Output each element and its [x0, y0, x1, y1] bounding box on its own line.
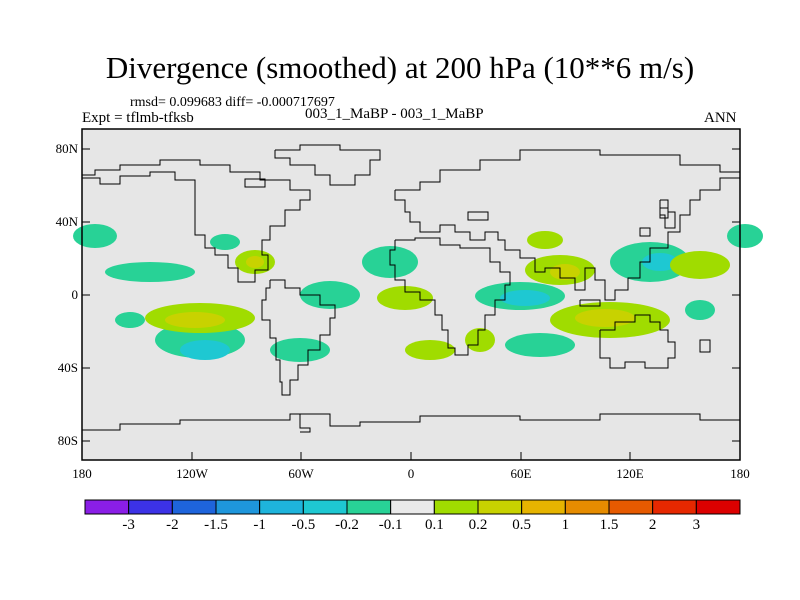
x-tick-label: 180	[730, 466, 750, 481]
colorbar-swatch	[302, 499, 348, 515]
colorbar-swatch	[477, 499, 523, 515]
colorbar-swatch	[215, 499, 261, 515]
coast-north-america	[82, 159, 311, 283]
blob	[73, 224, 117, 248]
colorbar-swatch	[84, 499, 130, 515]
colorbar-label: -0.5	[291, 517, 316, 533]
colorbar-label: 2	[648, 517, 657, 533]
coast-africa	[389, 237, 511, 356]
colorbar-swatch	[259, 499, 304, 515]
blob	[685, 300, 715, 320]
colorbar	[84, 499, 741, 515]
coast-south-america	[261, 279, 336, 396]
x-tick-label: 120E	[616, 466, 644, 481]
coast-island	[659, 207, 669, 219]
x-tick-label: 120W	[176, 466, 208, 481]
stats-line: rmsd= 0.099683 diff= -0.000717697	[130, 95, 335, 110]
colorbar-swatch	[652, 499, 697, 515]
colorbar-swatch	[433, 499, 479, 515]
colorbar-label: 1	[561, 517, 570, 533]
blob	[500, 290, 550, 306]
blob	[670, 251, 730, 279]
plot-title: Divergence (smoothed) at 200 hPa (10**6 …	[105, 50, 695, 85]
colorbar-label: -1	[253, 517, 266, 533]
season-label: ANN	[704, 110, 737, 126]
x-tick-label: 60W	[288, 466, 314, 481]
colorbar-label: -2	[166, 517, 179, 533]
y-tick-label: 0	[71, 287, 79, 302]
coast-island	[244, 178, 266, 188]
blob	[180, 340, 230, 360]
blob	[405, 340, 455, 360]
x-tick-label: 0	[407, 466, 415, 481]
colorbar-label: 0.1	[424, 517, 444, 533]
coast-island	[467, 211, 489, 221]
coast-island	[639, 227, 651, 237]
experiment-label: Expt = tflmb-tfksb	[82, 110, 194, 126]
case-label: 003_1_MaBP - 003_1_MaBP	[305, 106, 484, 122]
blob	[165, 312, 225, 328]
colorbar-swatch	[695, 499, 741, 515]
colorbar-swatch	[608, 499, 654, 515]
x-tick-label: 180	[72, 466, 92, 481]
colorbar-swatch	[128, 499, 173, 515]
blob	[210, 234, 240, 250]
blob	[505, 333, 575, 357]
blob	[465, 328, 495, 352]
y-tick-label: 40N	[55, 214, 78, 229]
blob	[575, 309, 635, 327]
colorbar-label: -0.1	[378, 517, 403, 533]
y-tick-marks	[82, 148, 740, 442]
coast-australia	[599, 314, 676, 369]
coast-antarctica-inner	[290, 413, 311, 433]
blob	[727, 224, 763, 248]
colorbar-label: 0.2	[468, 517, 488, 533]
colorbar-swatch	[171, 499, 217, 515]
coast-japan	[659, 199, 676, 229]
colorbar-label: 1.5	[599, 517, 619, 533]
blob	[270, 338, 330, 362]
blob	[105, 262, 195, 282]
colorbar-label: -3	[122, 517, 135, 533]
blob	[300, 281, 360, 309]
coast-greenland	[274, 144, 381, 186]
blob	[115, 312, 145, 328]
colorbar-swatch	[390, 499, 435, 515]
y-tick-label: 80N	[55, 141, 78, 156]
coast-eurasia	[394, 149, 741, 301]
coast-island	[699, 339, 711, 353]
colorbar-label: -0.2	[335, 517, 359, 533]
coast-antarctica	[82, 413, 740, 431]
coast-indonesia	[579, 299, 601, 307]
colorbar-swatch	[564, 499, 610, 515]
colorbar-swatch	[521, 499, 566, 515]
colorbar-label: 3	[692, 517, 701, 533]
x-tick-label: 60E	[510, 466, 532, 481]
y-tick-label: 40S	[57, 360, 78, 375]
coastlines	[82, 144, 741, 433]
colorbar-label: 0.5	[512, 517, 532, 533]
blob	[642, 253, 678, 271]
blob	[527, 231, 563, 249]
blob	[246, 256, 264, 268]
x-tick-marks	[81, 452, 741, 460]
colorbar-label: -1.5	[204, 517, 228, 533]
colorbar-swatch	[346, 499, 392, 515]
y-tick-label: 80S	[57, 433, 78, 448]
